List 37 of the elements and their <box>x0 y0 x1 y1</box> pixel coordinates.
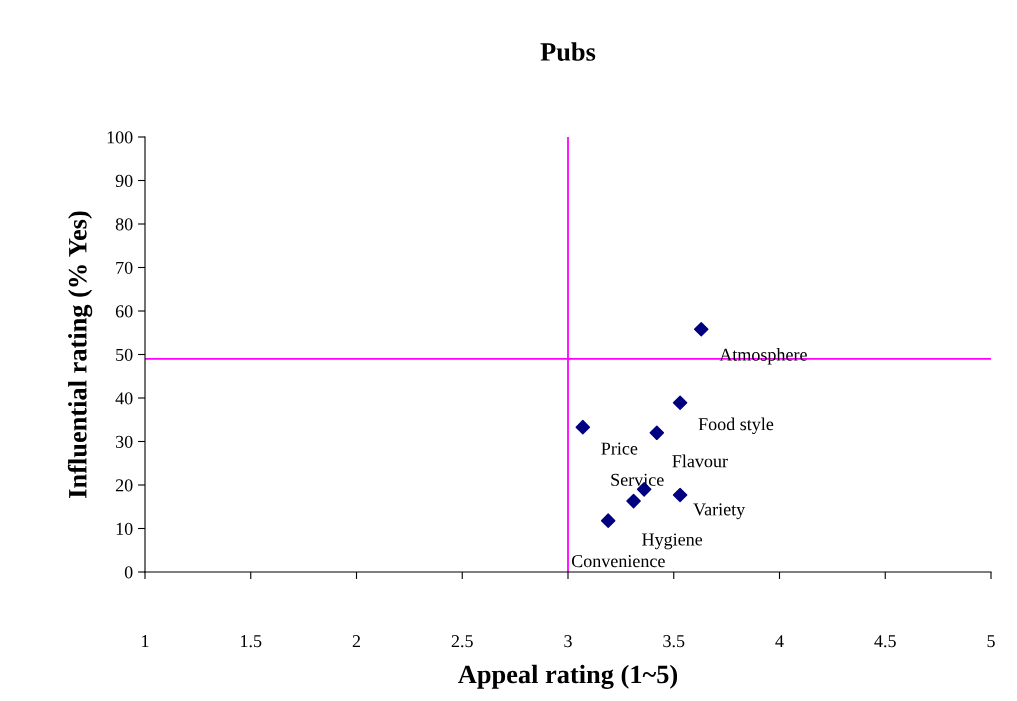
x-tick-label: 2.5 <box>451 635 473 648</box>
y-tick-label: 70 <box>116 261 133 274</box>
x-tick-label: 3.5 <box>663 635 685 648</box>
x-tick-label: 1.5 <box>241 635 262 648</box>
point <box>575 419 591 435</box>
x-tick-label: 1 <box>142 635 149 648</box>
y-tick-label: 20 <box>115 479 133 492</box>
point <box>693 321 709 337</box>
y-tick-label: 10 <box>116 522 133 535</box>
point <box>626 493 641 509</box>
y-tick-label: 0 <box>124 566 133 579</box>
y-tick-label: 80 <box>115 218 133 231</box>
point <box>672 395 688 411</box>
x-tick-label: 2 <box>352 635 361 648</box>
y-tick-label: 100 <box>107 131 133 144</box>
y-tick-label: 50 <box>116 348 133 361</box>
point <box>672 487 688 503</box>
y-tick-label: 90 <box>115 174 133 187</box>
annotation: Price <box>601 442 638 455</box>
annotation: Flavour <box>672 454 728 468</box>
y-tick-label: 40 <box>115 392 133 405</box>
annotation: Service <box>611 473 664 486</box>
y-tick-label: 30 <box>116 435 133 448</box>
y-axis-title: Influential rating (% Yes) <box>67 211 93 498</box>
x-tick-label: 3 <box>564 635 572 648</box>
annotation: Food style <box>698 417 774 434</box>
x-axis-title: Appeal rating (1~5) <box>458 664 678 689</box>
annotation: Variety <box>693 503 746 520</box>
point <box>600 513 616 528</box>
x-tick-label: 4.5 <box>874 635 896 648</box>
x-tick-label: 5 <box>987 635 995 648</box>
x-tick-label: 4 <box>775 635 784 648</box>
point <box>649 425 665 441</box>
y-tick-label: 60 <box>115 305 133 318</box>
annotation: Hygiene <box>642 533 703 550</box>
annotation: Convenience <box>571 555 665 568</box>
chart-title: Pubs <box>540 42 596 61</box>
